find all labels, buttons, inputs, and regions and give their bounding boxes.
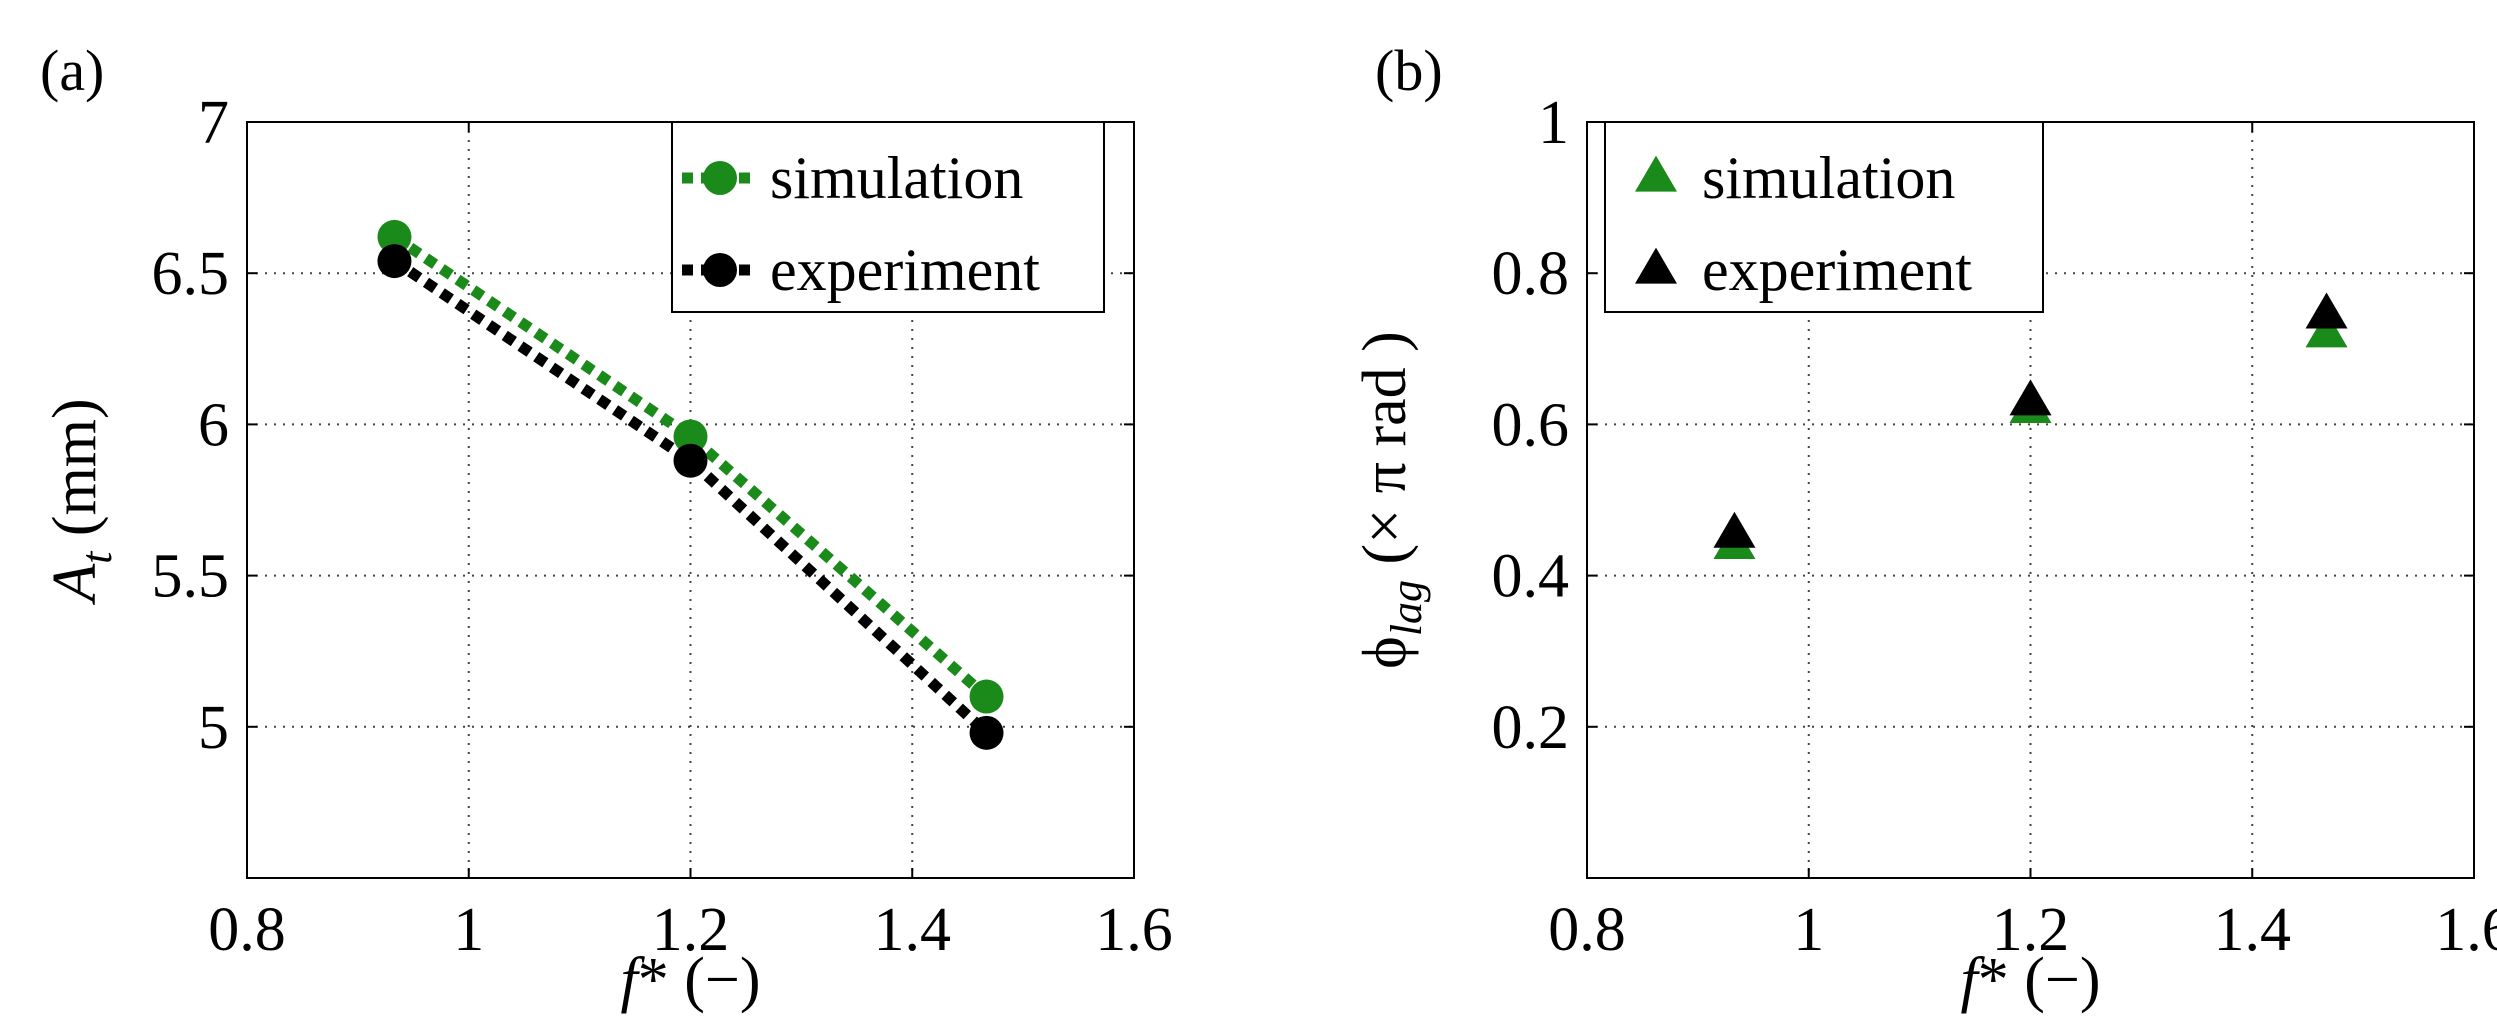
x-tick-label: 1 xyxy=(453,896,484,964)
experiment-point xyxy=(673,443,708,478)
experiment-point xyxy=(1713,511,1756,548)
experiment-point xyxy=(969,715,1004,750)
x-tick-label: 1.6 xyxy=(1095,896,1173,964)
legend-label: simulation xyxy=(1702,145,1955,211)
experiment-point xyxy=(377,244,412,279)
y-axis-label-var: ϕ xyxy=(1351,636,1419,669)
y-tick-label: 7 xyxy=(198,89,229,157)
y-tick-label: 1 xyxy=(1538,89,1569,157)
x-axis-label-rest: * (−) xyxy=(1978,946,2101,1014)
panel-label: (a) xyxy=(40,38,104,103)
x-tick-label: 1.2 xyxy=(652,896,730,964)
x-tick-label: 1.2 xyxy=(1992,896,2070,964)
y-tick-label: 0.4 xyxy=(1492,543,1570,611)
panel-a: 0.8 1 1.2 1.4 1.6 5 5.5 6 6.5 7 (a) f* (−) At (mm) si… xyxy=(40,38,1173,1014)
y-tick-label: 0.8 xyxy=(1492,240,1570,308)
y-axis-label: At (mm) xyxy=(41,398,121,605)
simulation-point xyxy=(377,219,412,254)
legend-label: experiment xyxy=(770,237,1040,303)
x-tick-label: 1 xyxy=(1793,896,1824,964)
y-tick-label: 6 xyxy=(198,391,229,459)
y-axis-label-rest: (mm) xyxy=(41,398,109,551)
experiment-point xyxy=(2009,379,2052,416)
simulation-line xyxy=(391,232,991,701)
x-axis-label: f* (−) xyxy=(621,946,761,1014)
simulation-point xyxy=(2305,311,2348,348)
y-tick-label: 6.5 xyxy=(152,240,230,308)
legend-label: experiment xyxy=(1702,237,1972,303)
experiment-point xyxy=(2305,292,2348,329)
legend-marker xyxy=(703,161,737,195)
panel-label: (b) xyxy=(1375,38,1443,103)
y-axis-label-var: A xyxy=(41,563,109,606)
x-tick-label: 1.4 xyxy=(874,896,952,964)
y-tick-label: 5.5 xyxy=(152,543,230,611)
x-tick-label: 0.8 xyxy=(1548,896,1626,964)
y-tick-label: 0.2 xyxy=(1492,694,1570,762)
legend-box xyxy=(671,121,1105,313)
experiment-line xyxy=(391,256,991,737)
x-axis-label-rest: * (−) xyxy=(638,946,761,1014)
y-axis-label: ϕlag (× π rad ) xyxy=(1351,331,1431,669)
y-axis-label-sub: lag xyxy=(1382,580,1431,636)
legend-marker xyxy=(703,253,737,287)
y-tick-label: 0.6 xyxy=(1492,391,1570,459)
legend-label: simulation xyxy=(770,145,1023,211)
legend-box xyxy=(1604,121,2044,313)
legend-marker xyxy=(1635,155,1677,192)
x-tick-label: 0.8 xyxy=(208,896,286,964)
y-tick-label: 5 xyxy=(198,694,229,762)
y-axis-label-rest: (× π rad ) xyxy=(1351,331,1419,580)
x-tick-label: 1.4 xyxy=(2214,896,2292,964)
y-axis-label-sub: t xyxy=(72,550,121,564)
panel-b: 0.8 1 1.2 1.4 1.6 0.2 0.4 0.6 0.8 1 (b) f* (−) ϕlag … xyxy=(1351,38,2497,1014)
x-axis-label: f* (−) xyxy=(1961,946,2101,1014)
legend-marker xyxy=(1635,247,1677,284)
x-tick-label: 1.6 xyxy=(2435,896,2497,964)
simulation-point xyxy=(969,679,1004,714)
simulation-point xyxy=(673,419,708,454)
